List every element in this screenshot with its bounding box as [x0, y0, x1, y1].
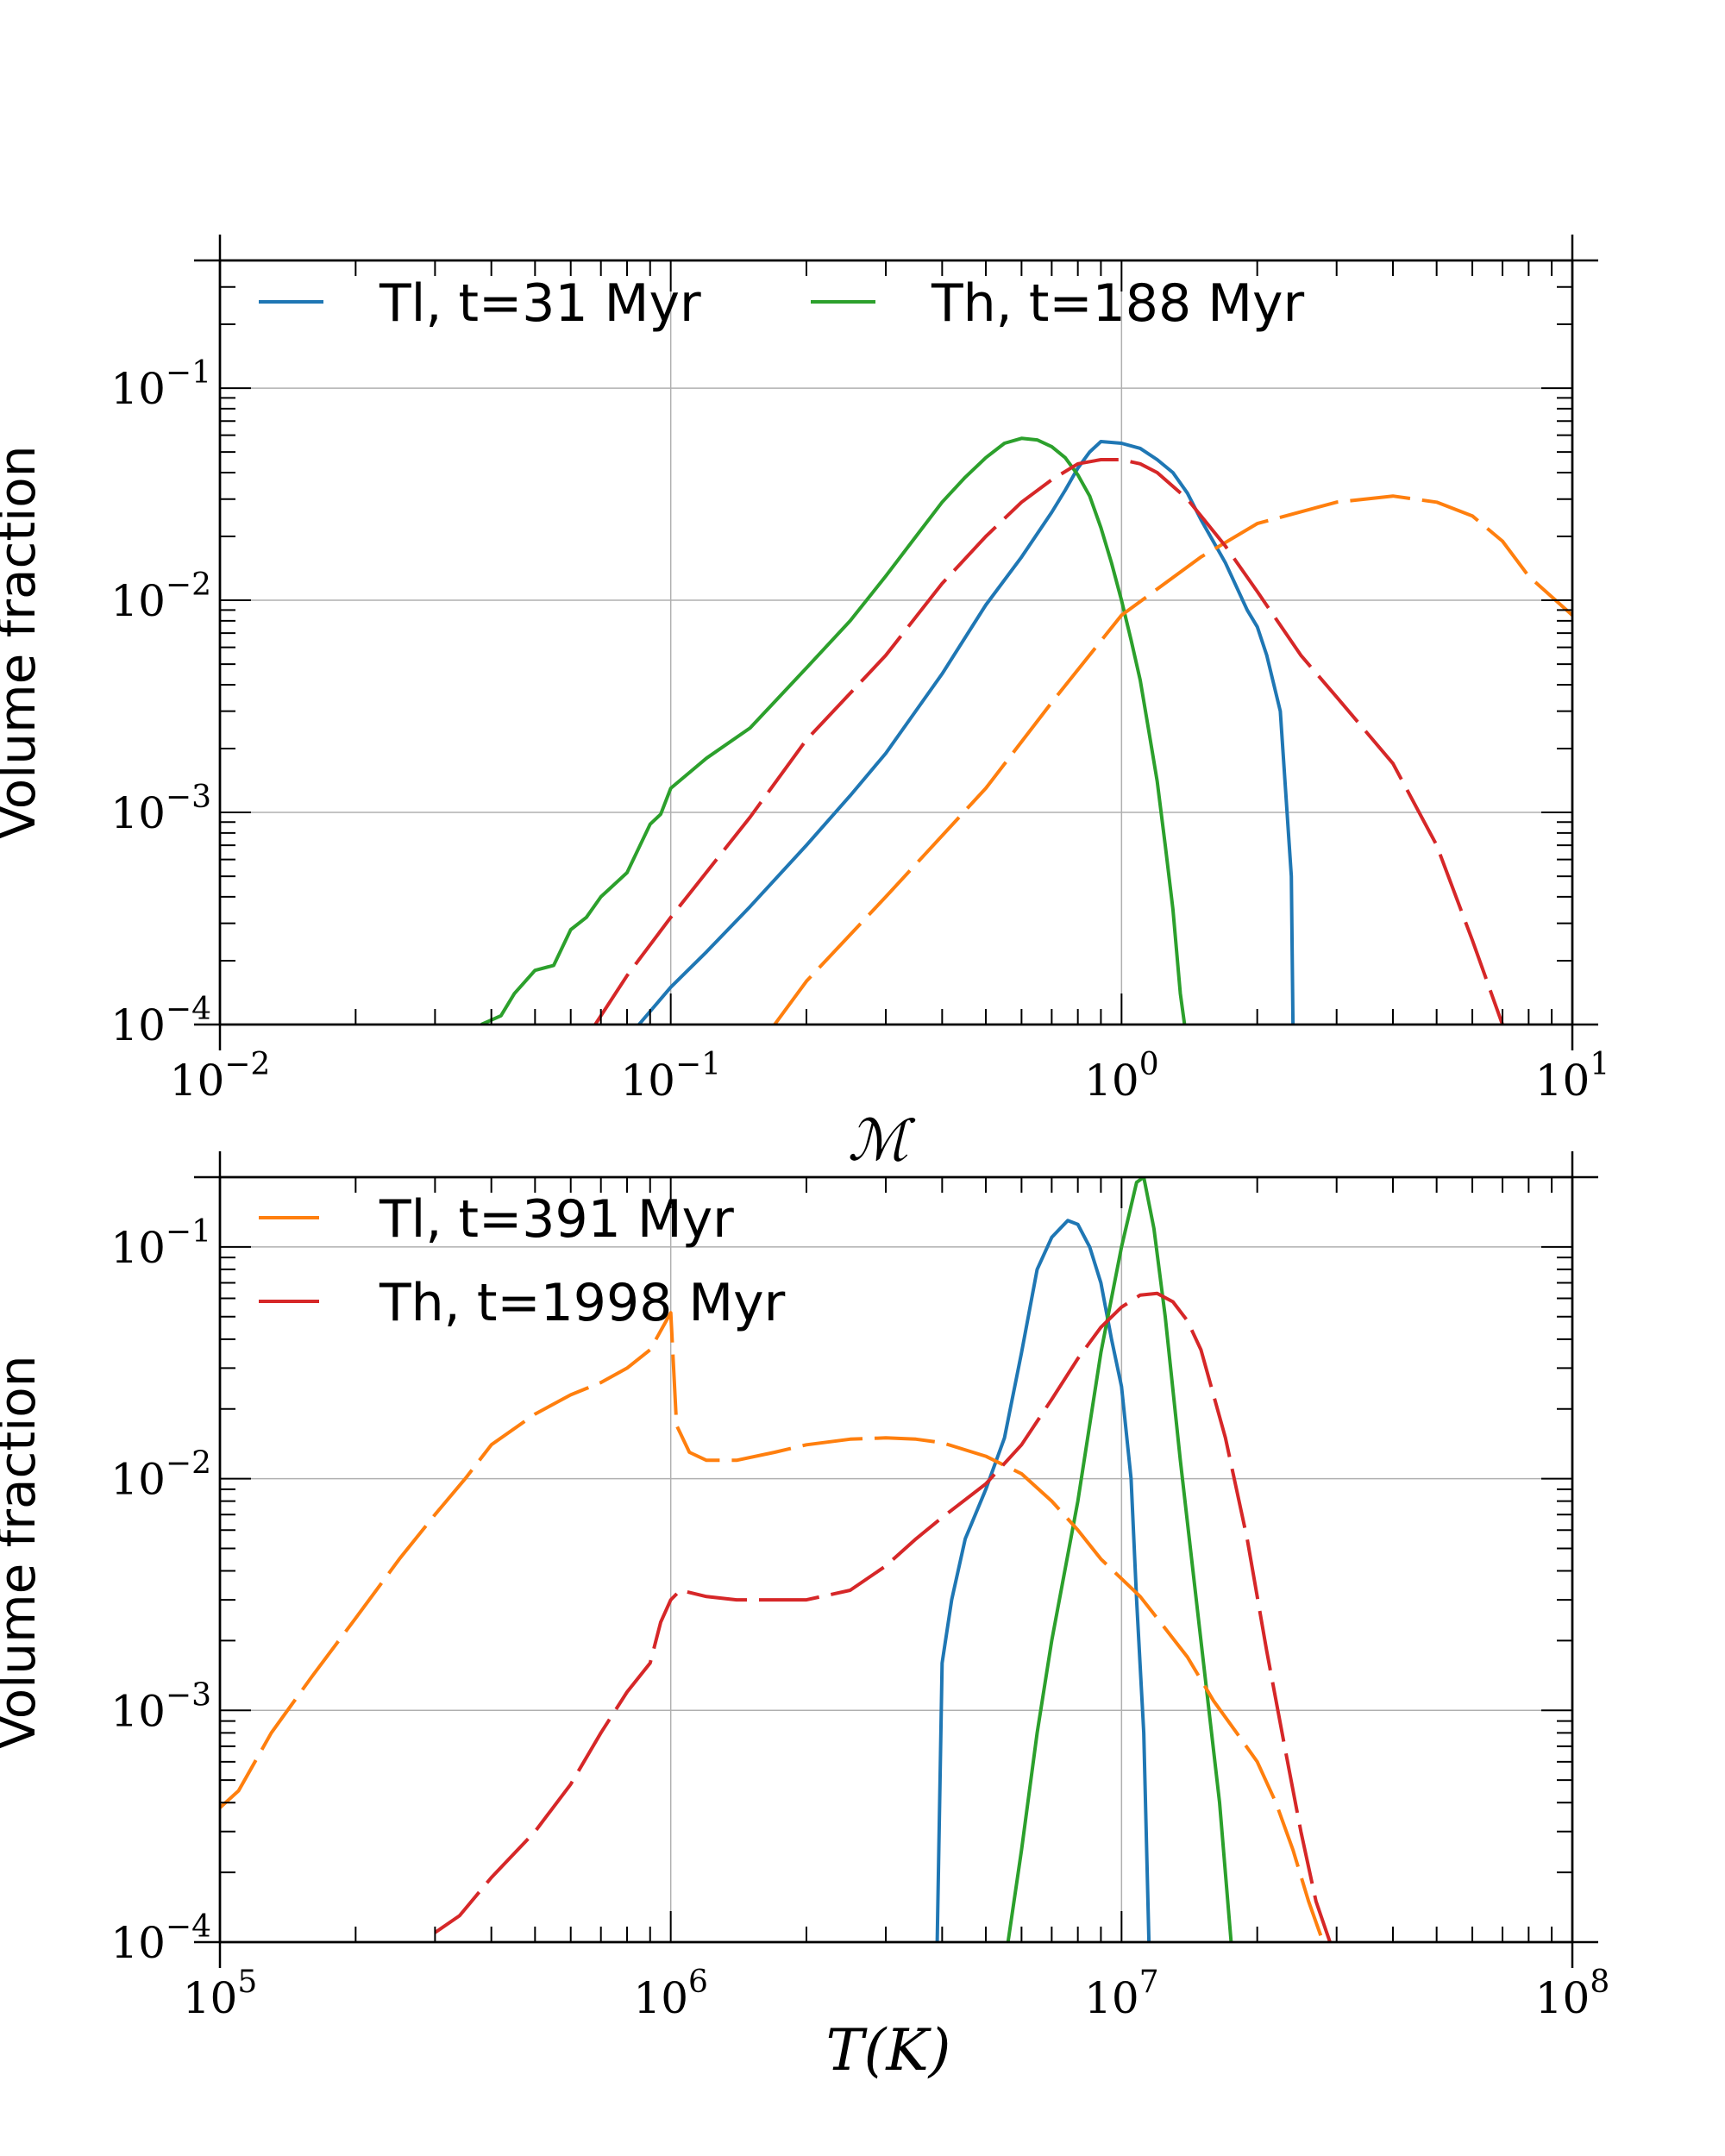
top-panel: 10−2 10−1 100 101 10−4 10−3 10−2 10−1 Volume fr… [0, 235, 1609, 1174]
y-tick-label: 10−1 [110, 355, 211, 414]
series-line [480, 436, 1187, 1025]
bottom-panel-y-label: Volume fraction [0, 1356, 47, 1750]
bottom-panel-grid [220, 1177, 1572, 1942]
legend-label: Tl, t=391 Myr [379, 1189, 734, 1250]
top-panel-x-label: ℳ [848, 1107, 916, 1174]
legend-label: Tl, t=31 Myr [379, 273, 701, 334]
y-tick-label: 10−3 [110, 780, 211, 838]
series-line [1006, 1177, 1233, 1942]
legend-label: Th, t=1998 Myr [379, 1273, 786, 1333]
x-tick-label: 100 [1084, 1047, 1159, 1106]
y-tick-label: 10−2 [110, 1446, 211, 1505]
x-tick-label: 107 [1084, 1965, 1159, 2023]
x-tick-label: 106 [633, 1965, 708, 2023]
bottom-panel-series [220, 1177, 1332, 1942]
series-line [220, 1311, 1325, 1942]
bottom-panel: 105 106 107 108 10−4 10−3 10−2 10−1 Volume frac… [0, 1151, 1609, 2084]
top-panel-series [480, 436, 1572, 1025]
top-panel-tick-labels: 10−2 10−1 100 101 10−4 10−3 10−2 10−1 [110, 355, 1609, 1106]
top-panel-legend: Tl, t=31 Myr Th, t=188 Myr [259, 273, 1304, 334]
x-tick-label: 101 [1535, 1047, 1610, 1106]
y-tick-label: 10−4 [110, 992, 211, 1050]
x-tick-label: 108 [1535, 1965, 1610, 2023]
series-line [593, 458, 1504, 1025]
top-panel-grid [220, 260, 1572, 1025]
series-line [637, 440, 1295, 1025]
y-tick-label: 10−1 [110, 1214, 211, 1273]
x-tick-label: 105 [183, 1965, 258, 2023]
y-tick-label: 10−2 [110, 567, 211, 626]
x-tick-label: 10−2 [170, 1047, 271, 1106]
y-tick-label: 10−4 [110, 1909, 211, 1968]
top-panel-frame [218, 259, 1574, 1026]
bottom-panel-frame [218, 1175, 1574, 1944]
series-line [773, 494, 1572, 1025]
top-panel-y-label: Volume fraction [0, 446, 47, 840]
legend-label: Th, t=188 Myr [931, 273, 1304, 334]
x-tick-label: 10−1 [620, 1047, 721, 1106]
bottom-panel-tick-labels: 105 106 107 108 10−4 10−3 10−2 10−1 [110, 1214, 1609, 2023]
series-line [434, 1291, 1332, 1942]
bottom-panel-legend: Tl, t=391 Myr Th, t=1998 Myr [259, 1189, 786, 1333]
bottom-panel-x-label: T(K) [826, 2017, 951, 2084]
y-tick-label: 10−3 [110, 1677, 211, 1736]
series-line [935, 1219, 1151, 1942]
